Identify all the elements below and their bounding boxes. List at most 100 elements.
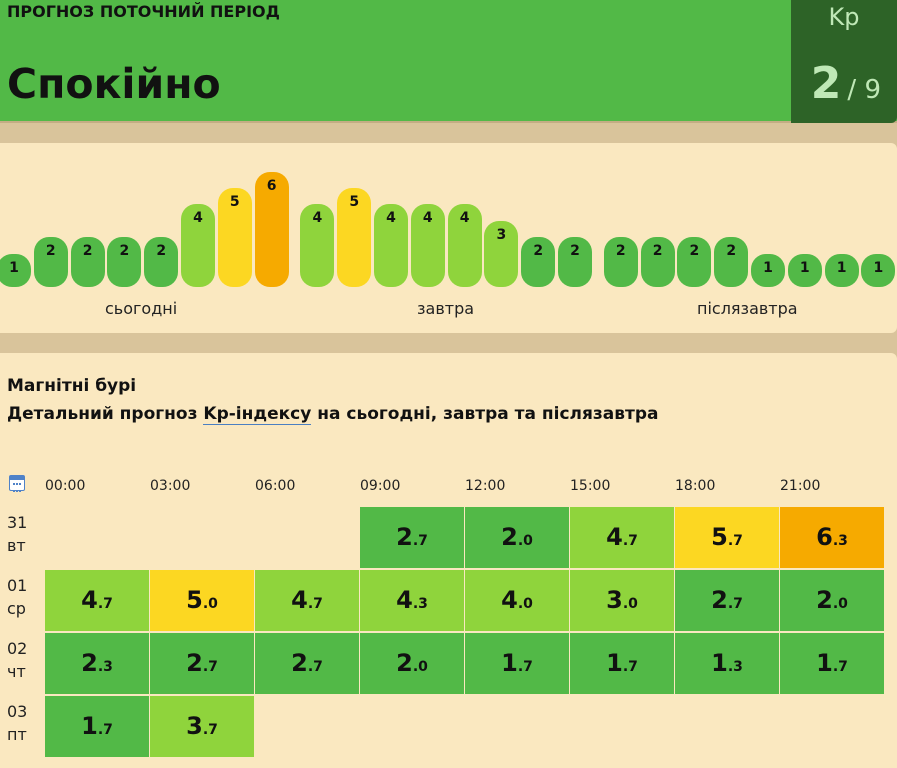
kp-cell: 1.7 <box>780 633 884 694</box>
kp-cell: 2.7 <box>150 633 254 694</box>
kp-cell: 4.7 <box>45 570 149 631</box>
kp-cell-value: 4 <box>606 523 623 551</box>
kp-cell-fraction: .7 <box>727 533 743 549</box>
kp-bar-value: 1 <box>799 259 810 276</box>
kp-cell: 3.7 <box>150 696 254 757</box>
kp-bar-value: 2 <box>45 243 56 260</box>
kp-bar: 2 <box>558 237 592 287</box>
kp-cell-value: 4 <box>501 586 518 614</box>
kp-cell: 4.3 <box>360 570 464 631</box>
row-weekday: пт <box>7 725 27 744</box>
kp-cell-fraction: .3 <box>727 659 743 675</box>
kp-bar: 2 <box>107 237 142 287</box>
kp-bar-value: 2 <box>689 243 700 260</box>
kp-bar: 5 <box>217 188 252 287</box>
kp-bar: 1 <box>861 253 896 287</box>
kp-bar-value: 1 <box>836 259 847 276</box>
kp-bar-value: 1 <box>763 259 773 276</box>
kp-cell: 4.7 <box>570 507 674 568</box>
hour-label: 18:00 <box>675 478 716 494</box>
kp-bar: 3 <box>484 220 519 287</box>
kp-bar: 1 <box>787 253 822 287</box>
subtitle-text: Детальний прогноз <box>7 404 204 424</box>
kp-cell-value: 2 <box>396 523 413 551</box>
day-label-after-tomorrow: післязавтра <box>697 299 798 318</box>
kp-bar: 1 <box>824 253 859 287</box>
kp-cell-value: 1 <box>81 712 98 740</box>
kp-bar-value: 4 <box>422 210 433 227</box>
kp-bar-value: 4 <box>386 210 396 227</box>
kp-cell: 2.3 <box>45 633 149 694</box>
kp-bar: 4 <box>410 204 445 287</box>
kp-cell: 6.3 <box>780 507 884 568</box>
row-date: 03 <box>7 702 28 721</box>
day-row-label: 03 пт <box>7 700 27 746</box>
kp-cell-fraction: .7 <box>307 596 323 612</box>
kp-cell: 1.3 <box>675 633 779 694</box>
row-date: 31 <box>7 513 28 532</box>
kp-bar-value: 2 <box>570 243 580 260</box>
row-weekday: ср <box>7 599 26 618</box>
day-row-label: 31 вт <box>7 511 27 557</box>
hour-label: 00:00 <box>45 478 86 494</box>
kp-cell-value: 2 <box>501 523 518 551</box>
kp-bar: 4 <box>300 204 335 287</box>
kp-cell-fraction: .3 <box>832 533 848 549</box>
kp-bar: 1 <box>751 253 785 287</box>
kp-cell-value: 4 <box>291 586 308 614</box>
kp-cell: 2.0 <box>780 570 884 631</box>
kp-bar-value: 5 <box>229 194 240 210</box>
kp-bar-value: 2 <box>533 243 544 260</box>
kp-cell: 1.7 <box>570 633 674 694</box>
row-weekday: чт <box>7 662 26 681</box>
row-date: 02 <box>7 639 28 658</box>
forecast-header: ПРОГНОЗ ПОТОЧНИЙ ПЕРІОД Спокійно Kp 2/ 9 <box>0 0 897 123</box>
kp-bar: 2 <box>521 237 556 287</box>
kp-bar: 4 <box>374 204 408 287</box>
kp-cell-value: 1 <box>816 649 833 677</box>
kp-bar-value: 4 <box>312 210 323 227</box>
kp-cell-fraction: .0 <box>202 596 218 612</box>
kp-cell: 1.7 <box>465 633 569 694</box>
kp-bar: 2 <box>144 237 179 287</box>
kp-cell: 5.0 <box>150 570 254 631</box>
kp-bar-value: 2 <box>156 243 167 260</box>
storm-status: Спокійно <box>7 60 221 108</box>
kp-cell-fraction: .3 <box>412 596 428 612</box>
day-row-label: 01 ср <box>7 574 27 620</box>
kp-cell-fraction: .7 <box>307 659 323 675</box>
kp-cell: 2.7 <box>360 507 464 568</box>
kp-bar: 2 <box>70 237 105 287</box>
kp-index-link[interactable]: Kp-індексу <box>203 404 312 425</box>
kp-cell-fraction: .3 <box>97 659 113 675</box>
kp-bar-value: 2 <box>652 243 663 260</box>
kp-cell: 5.7 <box>675 507 779 568</box>
kp-cell-fraction: .7 <box>97 596 113 612</box>
kp-cell-fraction: .7 <box>622 659 638 675</box>
kp-label: Kp <box>828 3 860 31</box>
kp-cell-fraction: .7 <box>412 533 428 549</box>
kp-cell-fraction: .7 <box>517 659 533 675</box>
kp-bar: 1 <box>0 253 31 287</box>
kp-cell-value: 5 <box>711 523 728 551</box>
hour-label: 12:00 <box>465 478 506 494</box>
kp-cell-fraction: .7 <box>622 533 638 549</box>
day-label-tomorrow: завтра <box>417 299 475 318</box>
kp-bar-value: 2 <box>119 243 130 260</box>
kp-bar: 2 <box>714 237 749 287</box>
kp-max: / 9 <box>847 75 881 105</box>
kp-bar: 2 <box>640 237 675 287</box>
kp-cell-value: 4 <box>81 586 98 614</box>
kp-bar-value: 1 <box>873 259 884 276</box>
kp-cell-value: 2 <box>186 649 203 677</box>
kp-cell-value: 2 <box>291 649 308 677</box>
kp-bar-value: 1 <box>9 259 19 276</box>
kp-cell: 4.0 <box>465 570 569 631</box>
kp-bar: 6 <box>254 171 289 287</box>
kp-bar: 2 <box>677 237 712 287</box>
kp-cell-value: 2 <box>396 649 413 677</box>
hour-label: 21:00 <box>780 478 821 494</box>
kp-current: 2 <box>810 58 842 109</box>
kp-cell-value: 2 <box>81 649 98 677</box>
hour-label: 15:00 <box>570 478 611 494</box>
